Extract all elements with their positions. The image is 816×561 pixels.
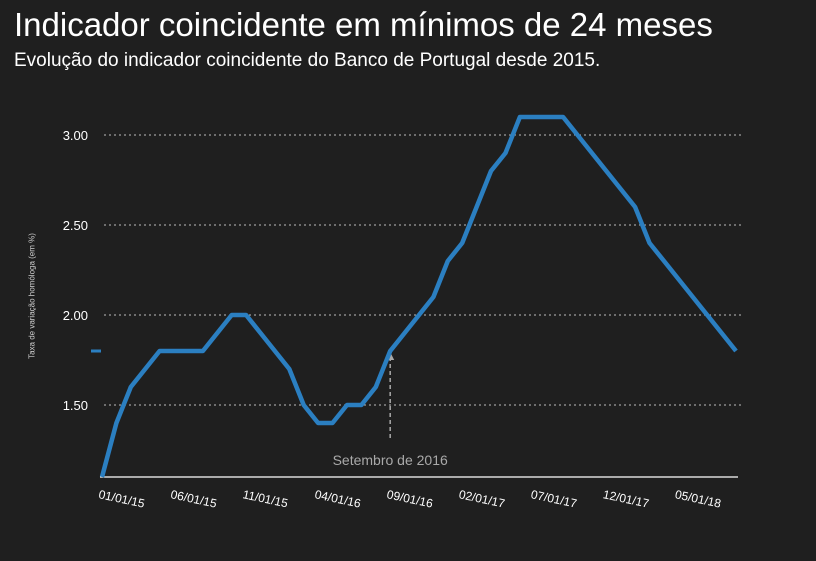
series-group [91,114,738,478]
x-tick-label: 01/01/15 [97,487,146,510]
x-tick-label: 11/01/15 [241,487,289,510]
x-tick-label: 04/01/16 [314,487,363,510]
y-tick-label: 2.50 [63,218,88,233]
x-tick-label: 06/01/15 [169,487,218,510]
y-tick-label: 1.50 [63,398,88,413]
x-tick-label: 02/01/17 [458,487,507,510]
x-axis: 01/01/15 06/01/15 11/01/15 04/01/16 09/01/16… [97,476,738,511]
y-tick-labels: 1.50 2.00 2.50 3.00 [63,128,88,413]
chart-title: Indicador coincidente em mínimos de 24 m… [14,6,713,43]
annotation-text: Setembro de 2016 [333,452,448,468]
series-line [99,114,738,478]
x-tick-label: 07/01/17 [530,487,579,510]
chart-subtitle: Evolução do indicador coincidente do Ban… [14,50,601,71]
y-tick-label: 3.00 [63,128,88,143]
gridlines [104,134,742,406]
x-tick-label: 05/01/18 [674,487,723,510]
x-tick-label: 09/01/16 [386,487,435,510]
x-tick-label: 12/01/17 [602,487,651,510]
y-tick-label: 2.00 [63,308,88,323]
annotation: Setembro de 2016 [333,352,448,468]
